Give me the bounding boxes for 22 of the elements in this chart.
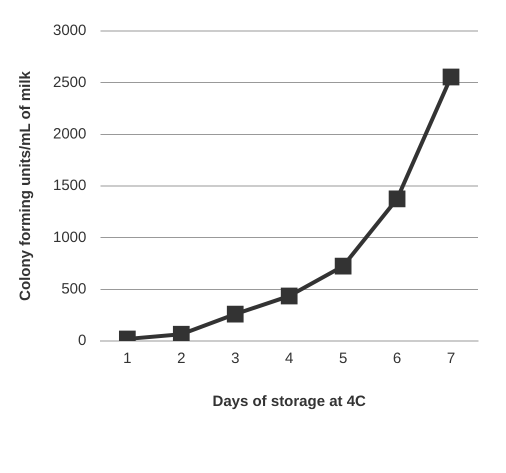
y-tick-label: 2000: [52, 125, 86, 142]
x-tick-label: 3: [231, 350, 240, 368]
x-tick-label: 7: [446, 350, 456, 368]
y-tick-label: 1000: [52, 228, 86, 246]
point: [334, 258, 352, 274]
x-axis-title: Days of storage at 4C: [212, 393, 366, 410]
x-tick-label: 4: [285, 350, 294, 368]
point: [280, 288, 298, 304]
y-tick-label: 2500: [52, 74, 86, 91]
x-tick-label: 6: [392, 350, 402, 368]
point: [172, 326, 190, 341]
x-tick-label: 2: [177, 350, 186, 368]
point: [388, 190, 406, 208]
y-axis-title: Colony forming units/mL of milk: [17, 70, 34, 301]
y-tick-label: 1500: [52, 177, 86, 194]
point: [226, 306, 244, 322]
y-tick-label: 3000: [52, 22, 86, 40]
x-tick-label: 5: [338, 350, 348, 368]
x-tick-label: 1: [123, 350, 132, 368]
y-tick-label: 0: [78, 332, 86, 350]
y-tick-label: 500: [61, 280, 86, 298]
point: [442, 68, 460, 86]
